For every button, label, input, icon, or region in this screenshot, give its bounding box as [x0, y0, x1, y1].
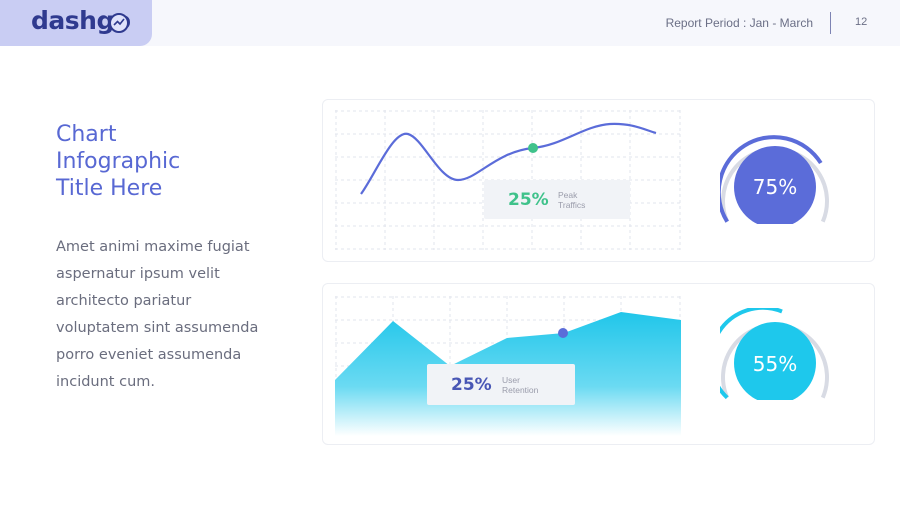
- user-retention-stat: 25% User Retention: [427, 364, 575, 405]
- page-number: 12: [855, 16, 868, 28]
- ring-value: 55%: [752, 352, 798, 376]
- chart-grid: [335, 110, 681, 250]
- area-chart-card: 25% User Retention 55%: [322, 283, 875, 445]
- area-highlight-point: [558, 328, 568, 338]
- line-highlight-point: [528, 143, 538, 153]
- header-divider: [830, 12, 831, 34]
- slide-title: Chart Infographic Title Here: [56, 122, 181, 201]
- gauge-icon: [109, 13, 129, 33]
- progress-ring-75: [720, 135, 829, 224]
- line-chart-card: 25% Peak Traffics 75%: [322, 99, 875, 262]
- peak-traffics-stat: 25% Peak Traffics: [484, 180, 630, 219]
- line-chart: [335, 110, 681, 250]
- header-bar: dashgo Report Period : Jan - March 12: [0, 0, 900, 46]
- stat-value: 25%: [508, 190, 549, 210]
- line-series: [360, 122, 657, 195]
- stat-label: User Retention: [502, 375, 539, 395]
- report-period: Report Period : Jan - March: [665, 16, 813, 30]
- progress-ring-55: [720, 308, 829, 400]
- stat-label: Peak Traffics: [558, 190, 586, 210]
- slide-body-text: Amet animi maxime fugiat aspernatur ipsu…: [56, 239, 259, 390]
- stat-value: 25%: [451, 375, 492, 395]
- ring-value: 75%: [752, 175, 798, 199]
